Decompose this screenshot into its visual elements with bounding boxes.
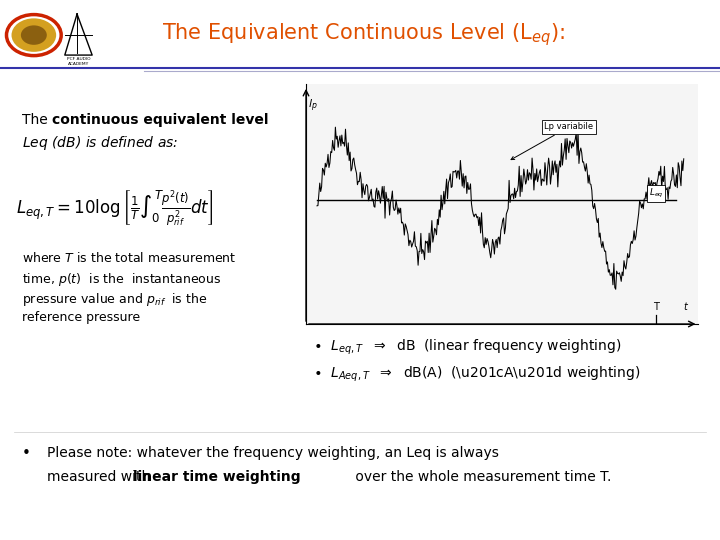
FancyBboxPatch shape — [0, 0, 720, 70]
Text: The: The — [22, 113, 52, 127]
Text: continuous equivalent level: continuous equivalent level — [52, 113, 269, 127]
Text: $L_{eq,T} = 10\log\left[\frac{1}{T}\int_0^T \frac{p^2(t)}{p_{rif}^2}dt\right]$: $L_{eq,T} = 10\log\left[\frac{1}{T}\int_… — [17, 188, 214, 228]
Text: •: • — [22, 446, 30, 461]
Circle shape — [12, 18, 56, 52]
Text: Lp variabile: Lp variabile — [511, 123, 593, 160]
Text: $\bullet$  $L_{eq,T}$  $\Rightarrow$  dB  (linear frequency weighting): $\bullet$ $L_{eq,T}$ $\Rightarrow$ dB (l… — [313, 338, 621, 357]
Text: The Equivalent Continuous Level (L$_{eq}$):: The Equivalent Continuous Level (L$_{eq}… — [162, 22, 565, 49]
Text: T: T — [653, 302, 660, 312]
Text: linear time weighting: linear time weighting — [133, 470, 301, 484]
Text: t: t — [683, 302, 688, 312]
Text: $\bullet$  $L_{Aeq,T}$  $\Rightarrow$  dB(A)  (\u201cA\u201d weighting): $\bullet$ $L_{Aeq,T}$ $\Rightarrow$ dB(A… — [313, 364, 641, 384]
Text: Please note: whatever the frequency weighting, an Leq is always: Please note: whatever the frequency weig… — [47, 446, 499, 460]
Text: where $T$ is the total measurement: where $T$ is the total measurement — [22, 251, 236, 265]
Text: reference pressure: reference pressure — [22, 311, 140, 324]
Text: $l_p$: $l_p$ — [308, 97, 318, 114]
Circle shape — [21, 25, 47, 45]
Text: $Leq$ (dB) is defined as:: $Leq$ (dB) is defined as: — [22, 134, 178, 152]
Text: PCF AUDIO
ACADEMY: PCF AUDIO ACADEMY — [67, 57, 90, 66]
Text: time, $p(t)$  is the  instantaneous: time, $p(t)$ is the instantaneous — [22, 271, 221, 288]
Text: $L_{eq}$: $L_{eq}$ — [649, 187, 664, 200]
Text: over the whole measurement time T.: over the whole measurement time T. — [351, 470, 612, 484]
Text: pressure value and $p_{rif}$  is the: pressure value and $p_{rif}$ is the — [22, 291, 207, 308]
Text: measured with: measured with — [47, 470, 154, 484]
